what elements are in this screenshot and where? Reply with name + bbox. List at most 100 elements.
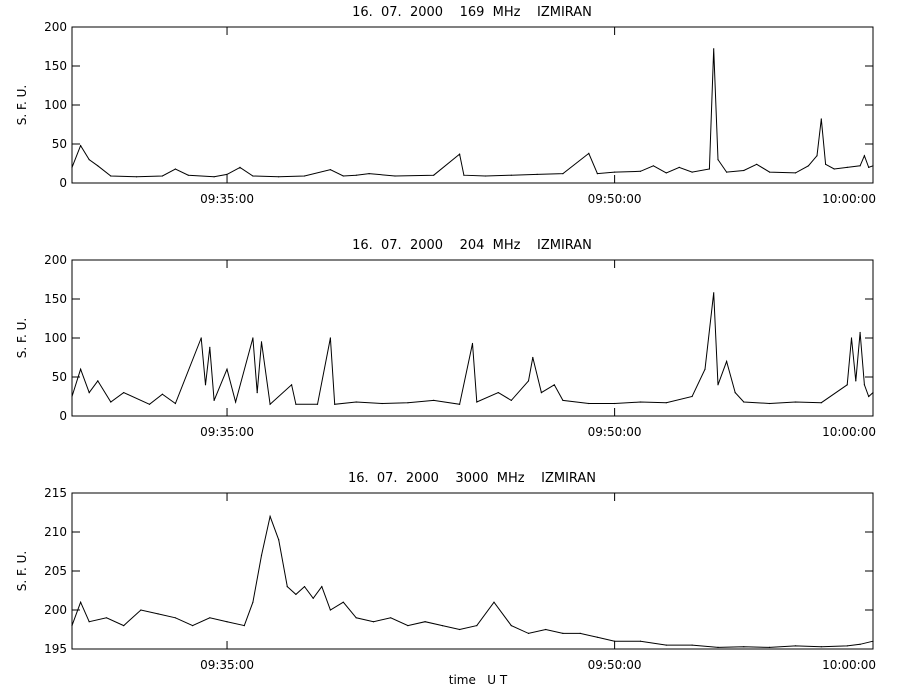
data-point: [88, 621, 90, 623]
x-tick-label: 09:50:00: [588, 425, 642, 439]
data-point: [278, 176, 280, 178]
data-point: [850, 337, 853, 339]
data-point: [639, 401, 642, 403]
panel-169mhz: 16. 07. 2000 169 MHz IZMIRAN S. F. U. 0 5…: [15, 5, 876, 206]
data-point: [588, 152, 590, 154]
data-point: [769, 646, 771, 649]
panel-3000mhz: 16. 07. 2000 3000 MHz IZMIRAN S. F. U. 1…: [15, 471, 876, 687]
x-tick-label: 10:00:00: [822, 192, 876, 206]
y-tick-label: 215: [44, 486, 67, 500]
data-point: [441, 625, 443, 627]
data-point: [235, 401, 237, 403]
data-point: [295, 403, 297, 405]
data-point: [80, 145, 82, 147]
data-point: [342, 601, 344, 603]
data-point: [708, 168, 711, 170]
data-point: [148, 403, 151, 405]
data-point: [174, 617, 176, 619]
y-tick-label: 0: [59, 409, 67, 423]
x-axis-label: time U T: [449, 673, 508, 687]
data-point: [532, 356, 534, 359]
data-point: [639, 640, 642, 642]
series-group: [71, 514, 874, 649]
data-point: [846, 384, 848, 386]
x-tick-label: 09:35:00: [200, 425, 254, 439]
data-point: [665, 172, 667, 174]
y-axis-label: S. F. U.: [15, 85, 29, 125]
data-point: [355, 174, 357, 176]
data-point: [855, 380, 857, 382]
data-point: [433, 174, 435, 176]
data-point: [105, 617, 108, 619]
y-tick-label: 200: [44, 20, 67, 34]
data-point: [372, 621, 375, 623]
y-axis-label: S. F. U.: [15, 318, 29, 358]
data-point: [80, 368, 82, 370]
data-point: [820, 118, 822, 120]
x-axis: 09:35:00 09:50:00 10:00:00: [200, 27, 876, 206]
data-point: [553, 384, 555, 386]
y-tick-label: 150: [44, 59, 67, 73]
data-point: [252, 601, 254, 603]
data-point: [691, 395, 693, 398]
data-point: [872, 392, 874, 394]
data-point: [390, 617, 392, 619]
data-point: [743, 169, 745, 172]
data-point: [243, 625, 245, 627]
data-point: [614, 640, 616, 642]
data-point: [321, 586, 323, 588]
series-line: [71, 48, 874, 178]
data-point: [859, 331, 861, 334]
data-point: [614, 171, 616, 173]
chart-title: 16. 07. 2000 169 MHz IZMIRAN: [352, 5, 592, 20]
data-point: [278, 539, 280, 541]
data-point: [71, 625, 73, 627]
data-point: [665, 644, 667, 646]
x-tick-label: 09:35:00: [200, 658, 254, 672]
data-point: [859, 643, 861, 645]
data-point: [510, 399, 512, 401]
data-point: [794, 645, 797, 647]
data-point: [110, 401, 112, 403]
data-point: [756, 163, 758, 165]
data-point: [226, 621, 228, 623]
data-point: [295, 593, 297, 596]
data-point: [80, 601, 82, 603]
y-tick-label: 0: [59, 176, 67, 190]
data-point: [484, 175, 486, 177]
data-point: [794, 401, 797, 403]
data-point: [88, 392, 90, 394]
data-point: [734, 392, 736, 394]
data-point: [269, 403, 271, 405]
data-point: [471, 342, 474, 345]
x-tick-label: 09:50:00: [588, 658, 642, 672]
data-point: [97, 165, 99, 167]
data-point: [743, 401, 745, 403]
data-point: [269, 515, 271, 518]
series-line: [71, 514, 874, 648]
data-point: [769, 171, 771, 173]
data-point: [329, 337, 331, 339]
series-line: [71, 292, 874, 406]
data-point: [510, 174, 512, 176]
data-point: [226, 173, 228, 175]
data-point: [614, 402, 616, 405]
data-point: [381, 402, 383, 405]
data-point: [123, 392, 125, 394]
data-point: [161, 175, 163, 177]
data-point: [459, 628, 461, 631]
data-point: [303, 586, 306, 588]
data-point: [97, 380, 99, 382]
data-point: [329, 609, 331, 611]
data-point: [639, 170, 642, 172]
data-point: [334, 403, 336, 405]
y-axis: 0 50 100 150 200: [44, 253, 873, 423]
data-point: [825, 163, 827, 165]
data-point: [846, 166, 848, 168]
data-point: [463, 174, 465, 176]
y-tick-label: 200: [44, 253, 67, 267]
data-point: [652, 165, 655, 167]
data-point: [820, 646, 822, 648]
y-tick-label: 50: [52, 370, 67, 384]
data-point: [252, 175, 254, 177]
